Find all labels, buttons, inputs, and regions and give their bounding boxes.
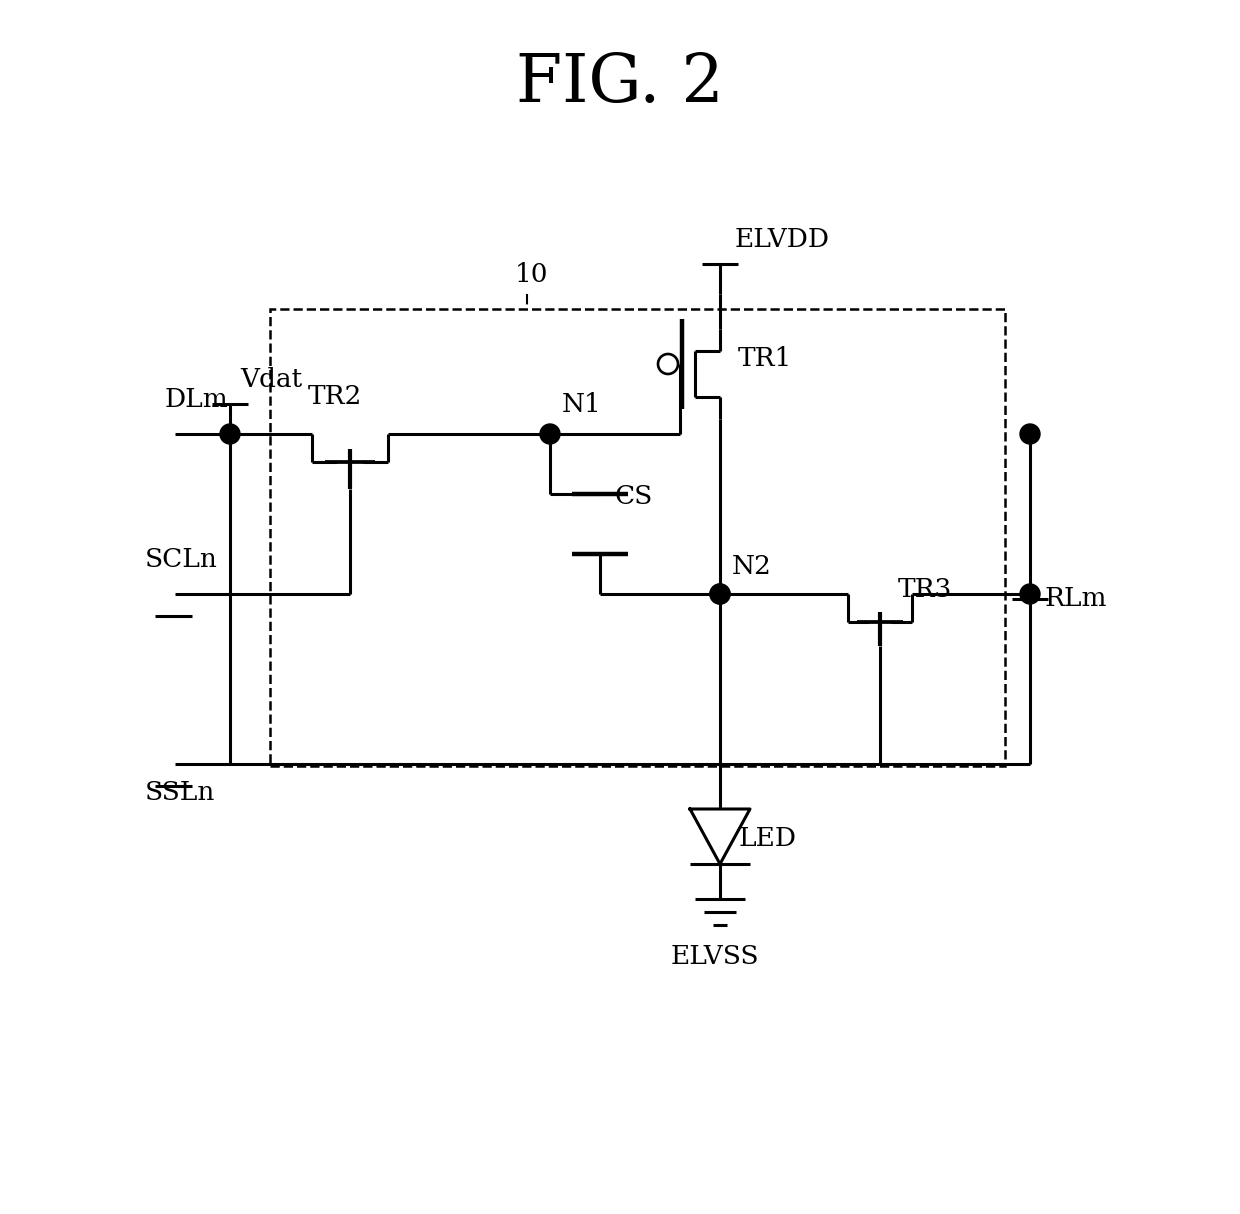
Text: TR1: TR1 — [738, 346, 792, 371]
Text: SCLn: SCLn — [145, 546, 218, 572]
Circle shape — [219, 424, 241, 444]
Circle shape — [1021, 424, 1040, 444]
Text: FIG. 2: FIG. 2 — [516, 51, 724, 117]
Text: N1: N1 — [562, 391, 601, 416]
Text: DLm: DLm — [165, 386, 228, 412]
Text: 10: 10 — [515, 261, 548, 287]
Text: LED: LED — [738, 827, 796, 851]
Text: TR3: TR3 — [898, 577, 952, 601]
Circle shape — [539, 424, 560, 444]
Text: N2: N2 — [732, 554, 771, 579]
Text: TR2: TR2 — [308, 384, 362, 408]
Text: SSLn: SSLn — [145, 779, 216, 805]
Text: ELVSS: ELVSS — [671, 943, 759, 969]
Text: ELVDD: ELVDD — [735, 227, 830, 251]
Circle shape — [1021, 584, 1040, 605]
Text: CS: CS — [615, 483, 653, 509]
Text: Vdat: Vdat — [241, 367, 303, 391]
Circle shape — [711, 584, 730, 605]
Bar — [270, 310, 1004, 766]
Circle shape — [711, 584, 730, 605]
Text: RLm: RLm — [1045, 586, 1107, 612]
